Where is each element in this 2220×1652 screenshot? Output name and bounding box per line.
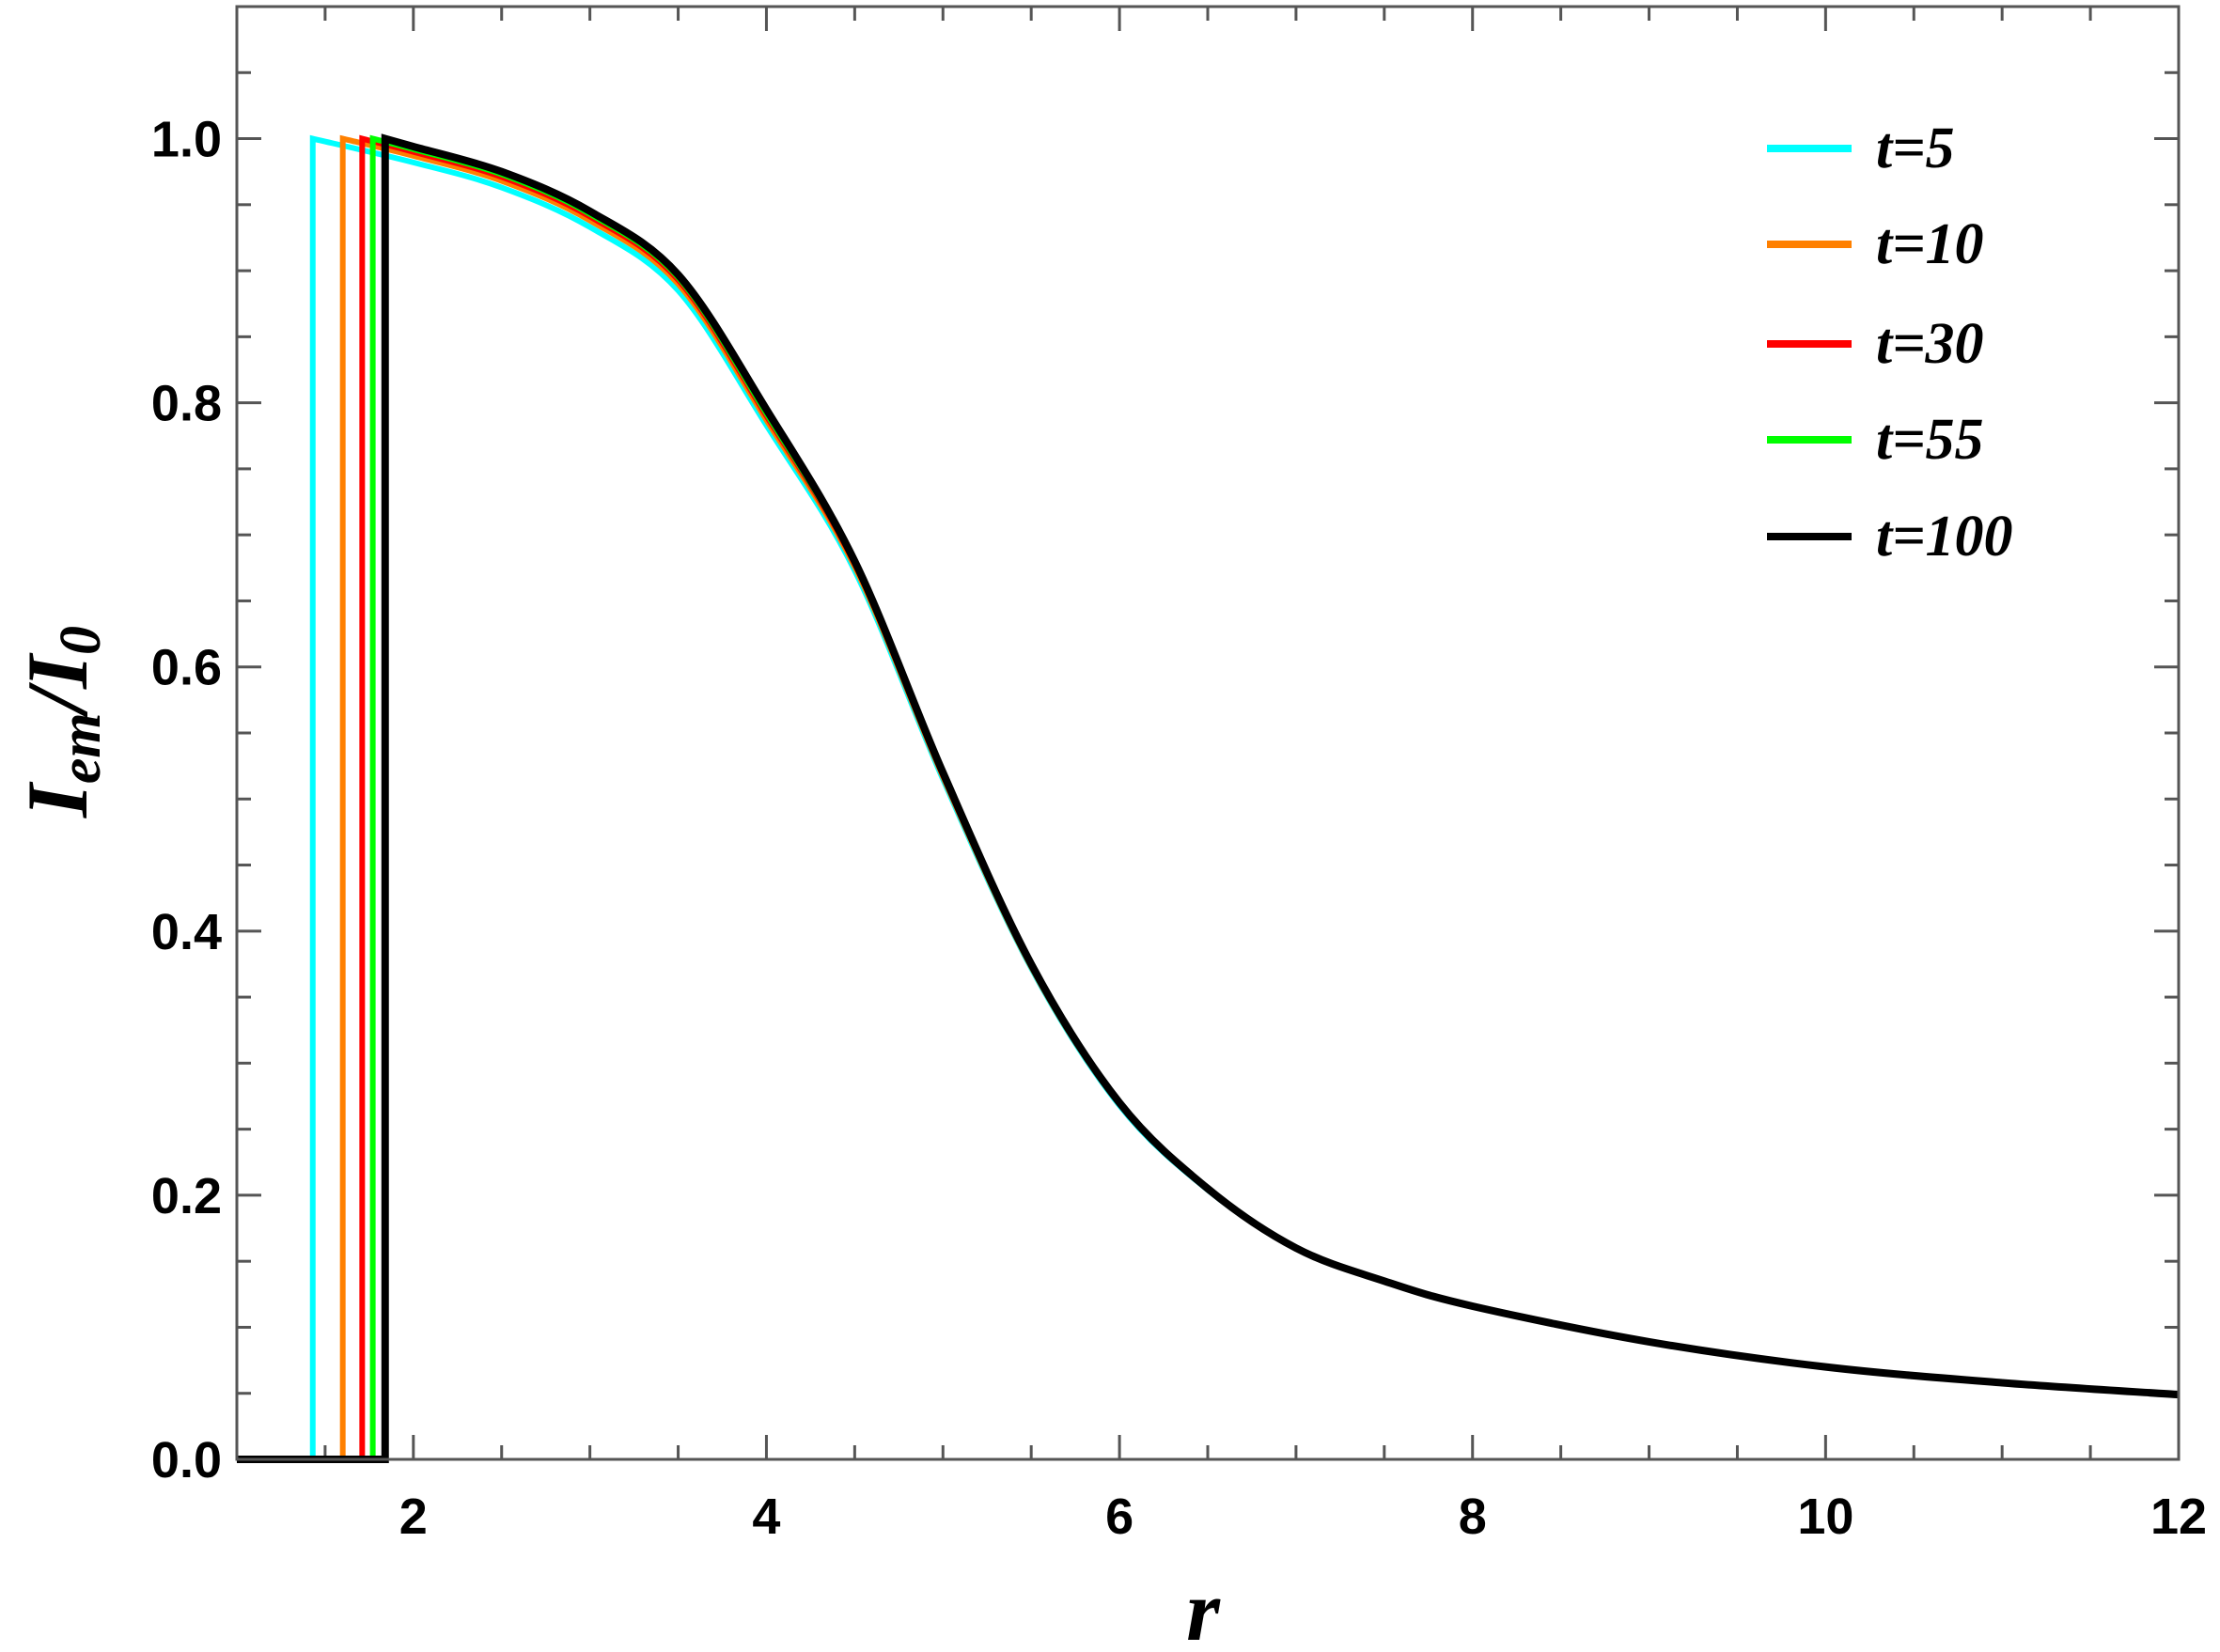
x-tick-label: 12 (2150, 1488, 2207, 1545)
legend: t=5 t=10 t=30 t=55 t=100 (1767, 117, 2013, 569)
x-axis-label: r (1186, 1563, 1221, 1652)
x-tick-label: 4 (752, 1488, 780, 1545)
y-tick-label: 0.8 (151, 376, 222, 432)
x-tick-label: 8 (1459, 1488, 1487, 1545)
tick-labels: 2 4 6 8 10 12 0.0 0.2 0.4 0.6 0.8 1.0 (151, 112, 2207, 1545)
series-lines (237, 133, 2180, 1463)
y-tick-label: 0.0 (151, 1432, 222, 1488)
y-tick-label: 1.0 (151, 112, 222, 168)
legend-label: t=10 (1876, 212, 1984, 276)
axis-ticks (235, 7, 2181, 1459)
y-tick-label: 0.2 (151, 1168, 222, 1224)
x-tick-label: 2 (399, 1488, 428, 1545)
series-line-t-100 (237, 133, 2180, 1463)
x-tick-label: 10 (1797, 1488, 1853, 1545)
y-tick-label: 0.4 (151, 904, 222, 960)
plot-frame (235, 5, 2181, 1461)
legend-label: t=5 (1876, 117, 1955, 180)
legend-label: t=55 (1876, 408, 1984, 472)
x-tick-label: 6 (1105, 1488, 1133, 1545)
legend-label: t=100 (1876, 505, 2013, 569)
y-tick-label: 0.6 (151, 640, 222, 696)
legend-label: t=30 (1876, 312, 1984, 376)
y-axis-label: Iem/I0 (9, 626, 113, 818)
